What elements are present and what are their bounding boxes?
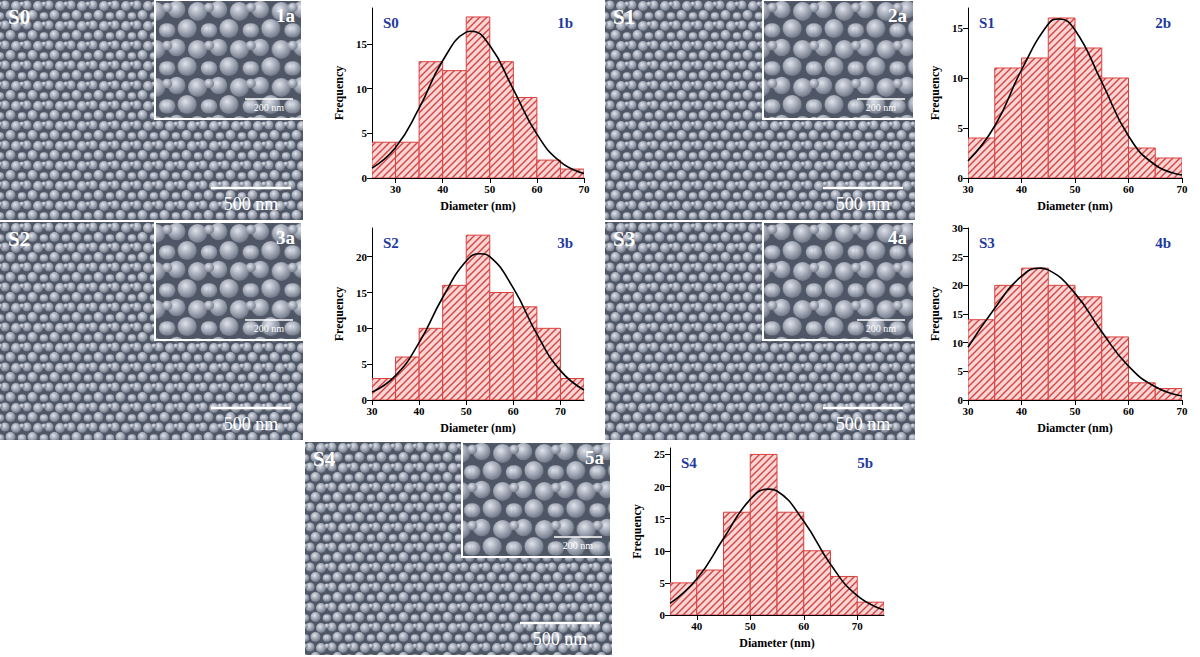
- svg-text:50: 50: [461, 405, 473, 417]
- svg-text:500 nm: 500 nm: [224, 194, 279, 214]
- svg-text:50: 50: [1070, 183, 1082, 195]
- svg-text:S2: S2: [383, 235, 399, 251]
- svg-text:500 nm: 500 nm: [224, 414, 279, 434]
- svg-text:60: 60: [531, 183, 543, 195]
- svg-text:4b: 4b: [1155, 235, 1171, 251]
- svg-text:50: 50: [745, 620, 757, 632]
- svg-text:25: 25: [654, 448, 666, 460]
- svg-text:Diameter (nm): Diameter (nm): [739, 636, 814, 650]
- svg-text:200 nm: 200 nm: [866, 102, 897, 113]
- svg-text:40: 40: [1016, 405, 1028, 417]
- svg-text:5: 5: [958, 365, 964, 377]
- svg-text:1b: 1b: [557, 15, 573, 31]
- svg-text:Diameter (nm): Diameter (nm): [1037, 199, 1112, 213]
- svg-text:40: 40: [1016, 183, 1028, 195]
- svg-text:0: 0: [361, 394, 367, 406]
- svg-text:70: 70: [852, 620, 864, 632]
- svg-text:5: 5: [362, 127, 368, 139]
- svg-text:200 nm: 200 nm: [254, 102, 285, 113]
- svg-text:5b: 5b: [857, 455, 873, 471]
- svg-text:S3: S3: [979, 235, 995, 251]
- svg-text:20: 20: [952, 279, 964, 291]
- svg-text:40: 40: [414, 405, 426, 417]
- svg-text:Diameter (nm): Diameter (nm): [440, 199, 515, 213]
- svg-text:60: 60: [1123, 405, 1135, 417]
- svg-text:70: 70: [579, 183, 591, 195]
- svg-text:30: 30: [952, 222, 964, 234]
- svg-text:500 nm: 500 nm: [836, 194, 891, 214]
- svg-text:30: 30: [963, 405, 975, 417]
- svg-text:500 nm: 500 nm: [836, 414, 891, 434]
- svg-text:30: 30: [367, 405, 379, 417]
- svg-text:0: 0: [957, 172, 963, 184]
- svg-text:60: 60: [508, 405, 520, 417]
- svg-text:Frequency: Frequency: [332, 287, 346, 341]
- svg-text:0: 0: [660, 609, 666, 621]
- svg-text:50: 50: [1070, 405, 1082, 417]
- svg-text:30: 30: [963, 183, 975, 195]
- svg-text:200 nm: 200 nm: [254, 323, 285, 334]
- svg-text:10: 10: [952, 337, 964, 349]
- svg-text:10: 10: [356, 322, 368, 334]
- svg-text:40: 40: [691, 620, 703, 632]
- svg-text:10: 10: [952, 72, 964, 84]
- svg-text:Frequency: Frequency: [332, 66, 346, 120]
- svg-text:10: 10: [654, 545, 666, 557]
- svg-text:1a: 1a: [276, 5, 296, 26]
- svg-text:5: 5: [362, 358, 368, 370]
- svg-text:S1: S1: [613, 5, 635, 29]
- svg-text:S2: S2: [8, 227, 30, 251]
- svg-text:50: 50: [484, 183, 496, 195]
- svg-text:Diamcter (nm): Diamcter (nm): [1037, 421, 1112, 435]
- svg-text:0: 0: [957, 394, 963, 406]
- svg-text:15: 15: [356, 287, 368, 299]
- svg-text:Frequency: Frequency: [928, 66, 942, 120]
- svg-text:Frequency: Frequency: [928, 287, 942, 341]
- svg-text:60: 60: [1123, 183, 1135, 195]
- svg-text:4a: 4a: [888, 227, 908, 248]
- svg-text:0: 0: [362, 172, 368, 184]
- svg-text:30: 30: [390, 183, 402, 195]
- svg-text:3a: 3a: [276, 227, 296, 248]
- svg-text:200 nm: 200 nm: [866, 323, 897, 334]
- svg-text:5: 5: [660, 577, 666, 589]
- svg-text:15: 15: [356, 38, 368, 50]
- svg-text:15: 15: [952, 308, 964, 320]
- svg-text:40: 40: [437, 183, 449, 195]
- svg-text:20: 20: [356, 251, 368, 263]
- svg-text:5: 5: [958, 122, 964, 134]
- svg-text:Frequency: Frequency: [630, 504, 644, 558]
- svg-text:2a: 2a: [888, 5, 908, 26]
- svg-text:S4: S4: [681, 455, 697, 471]
- svg-text:500 nm: 500 nm: [533, 629, 588, 649]
- svg-text:15: 15: [654, 513, 666, 525]
- svg-text:25: 25: [952, 251, 964, 263]
- svg-text:10: 10: [356, 83, 368, 95]
- svg-text:S1: S1: [979, 15, 995, 31]
- svg-text:S0: S0: [8, 5, 30, 29]
- svg-text:5a: 5a: [585, 447, 605, 468]
- svg-text:20: 20: [654, 481, 666, 493]
- svg-text:70: 70: [555, 405, 567, 417]
- svg-text:Diameter (nm): Diameter (nm): [440, 421, 515, 435]
- svg-text:S3: S3: [613, 227, 635, 251]
- svg-text:2b: 2b: [1155, 15, 1171, 31]
- svg-text:3b: 3b: [557, 235, 573, 251]
- svg-text:15: 15: [952, 22, 964, 34]
- svg-text:S0: S0: [383, 15, 399, 31]
- svg-text:60: 60: [798, 620, 810, 632]
- svg-text:S4: S4: [313, 447, 336, 471]
- svg-text:70: 70: [1177, 183, 1189, 195]
- svg-text:70: 70: [1177, 405, 1189, 417]
- svg-text:200 nm: 200 nm: [563, 540, 594, 551]
